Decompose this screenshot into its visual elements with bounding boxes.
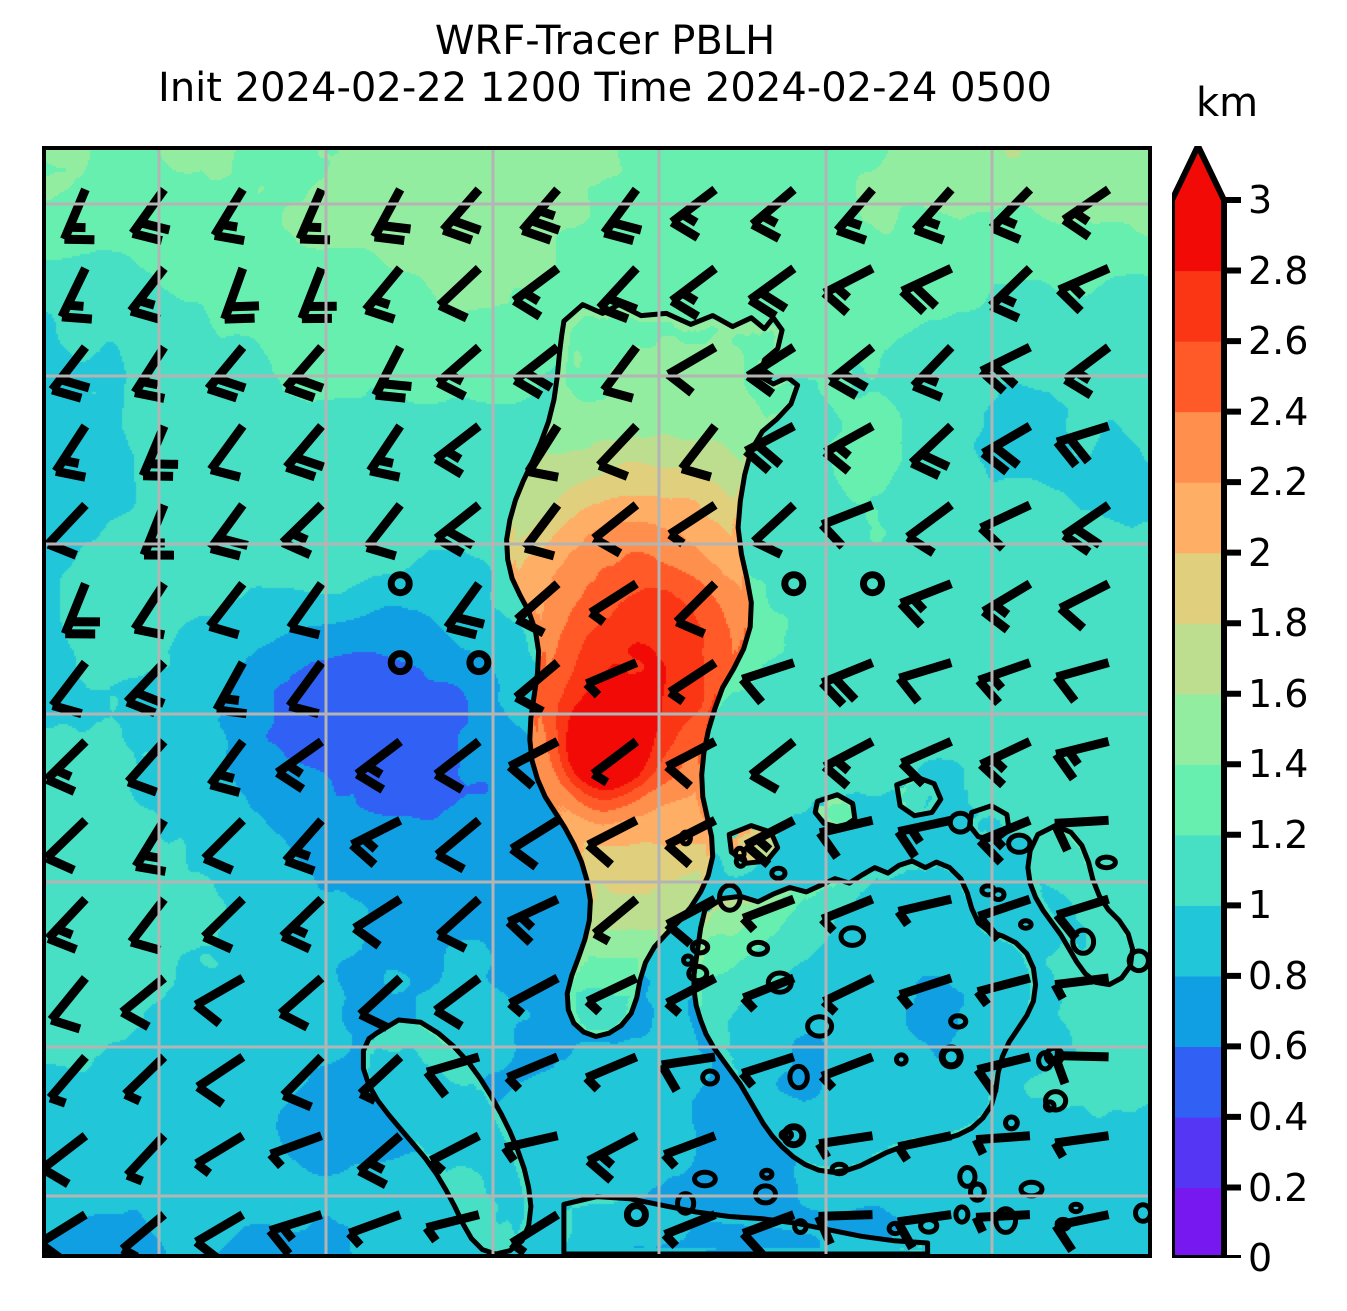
colorbar-tick-label-3: 2.4 bbox=[1248, 389, 1309, 434]
figure-subtitle: Init 2024-02-22 1200 Time 2024-02-24 050… bbox=[158, 65, 1052, 112]
colorbar-band-10 bbox=[1172, 482, 1224, 554]
colorbar-band-7 bbox=[1172, 693, 1224, 765]
colorbar-tick-label-12: 0.6 bbox=[1248, 1024, 1309, 1069]
colorbar-band-11 bbox=[1172, 411, 1224, 483]
colorbar-band-14 bbox=[1172, 200, 1224, 272]
colorbar-band-2 bbox=[1172, 1046, 1224, 1118]
page-title: WRF-Tracer PBLH bbox=[434, 18, 776, 64]
colorbar-band-0 bbox=[1172, 1187, 1224, 1258]
colorbar-extend-arrow bbox=[1172, 146, 1224, 200]
map-plot-area[interactable] bbox=[42, 146, 1152, 1258]
colorbar-tick-label-0: 3 bbox=[1248, 178, 1273, 222]
colorbar-band-12 bbox=[1172, 341, 1224, 413]
colorbar-band-1 bbox=[1172, 1116, 1224, 1189]
colorbar-band-5 bbox=[1172, 834, 1224, 906]
colorbar-tick-label-7: 1.6 bbox=[1248, 671, 1309, 716]
colorbar-tick-label-5: 2 bbox=[1248, 530, 1273, 575]
colorbar-tick-labels: 3 2.8 2.6 2.4 2.2 2 1.8 1.6 1.4 1.2 1 0.8 0.6 0.4 0.2 0 bbox=[1248, 146, 1344, 1280]
colorbar-band-9 bbox=[1172, 552, 1224, 624]
colorbar-tick-label-15: 0 bbox=[1248, 1236, 1273, 1280]
colorbar-tick-label-2: 2.6 bbox=[1248, 319, 1309, 364]
colorbar-tick-label-8: 1.4 bbox=[1248, 742, 1309, 787]
colorbar-band-4 bbox=[1172, 905, 1224, 977]
pblh-contour-field bbox=[46, 150, 1148, 1254]
colorbar-tick-label-10: 1 bbox=[1248, 883, 1273, 928]
colorbar-tick-label-11: 0.8 bbox=[1248, 953, 1309, 998]
colorbar-unit-label: km bbox=[1196, 80, 1259, 126]
colorbar-tick-label-14: 0.2 bbox=[1248, 1165, 1309, 1210]
colorbar-band-3 bbox=[1172, 975, 1224, 1047]
colorbar-band-8 bbox=[1172, 623, 1224, 695]
colorbar-band-6 bbox=[1172, 764, 1224, 836]
figure-title-block: WRF-Tracer PBLH Init 2024-02-22 1200 Tim… bbox=[0, 18, 1210, 112]
colorbar-band-13 bbox=[1172, 270, 1224, 342]
colorbar-tick-label-4: 2.2 bbox=[1248, 460, 1309, 505]
colorbar[interactable] bbox=[1172, 146, 1241, 1258]
colorbar-tick-label-6: 1.8 bbox=[1248, 601, 1309, 646]
colorbar-tick-label-9: 1.2 bbox=[1248, 812, 1309, 857]
colorbar-outline bbox=[1172, 146, 1227, 1258]
colorbar-tick-label-1: 2.8 bbox=[1248, 248, 1309, 293]
colorbar-tick-label-13: 0.4 bbox=[1248, 1094, 1309, 1139]
